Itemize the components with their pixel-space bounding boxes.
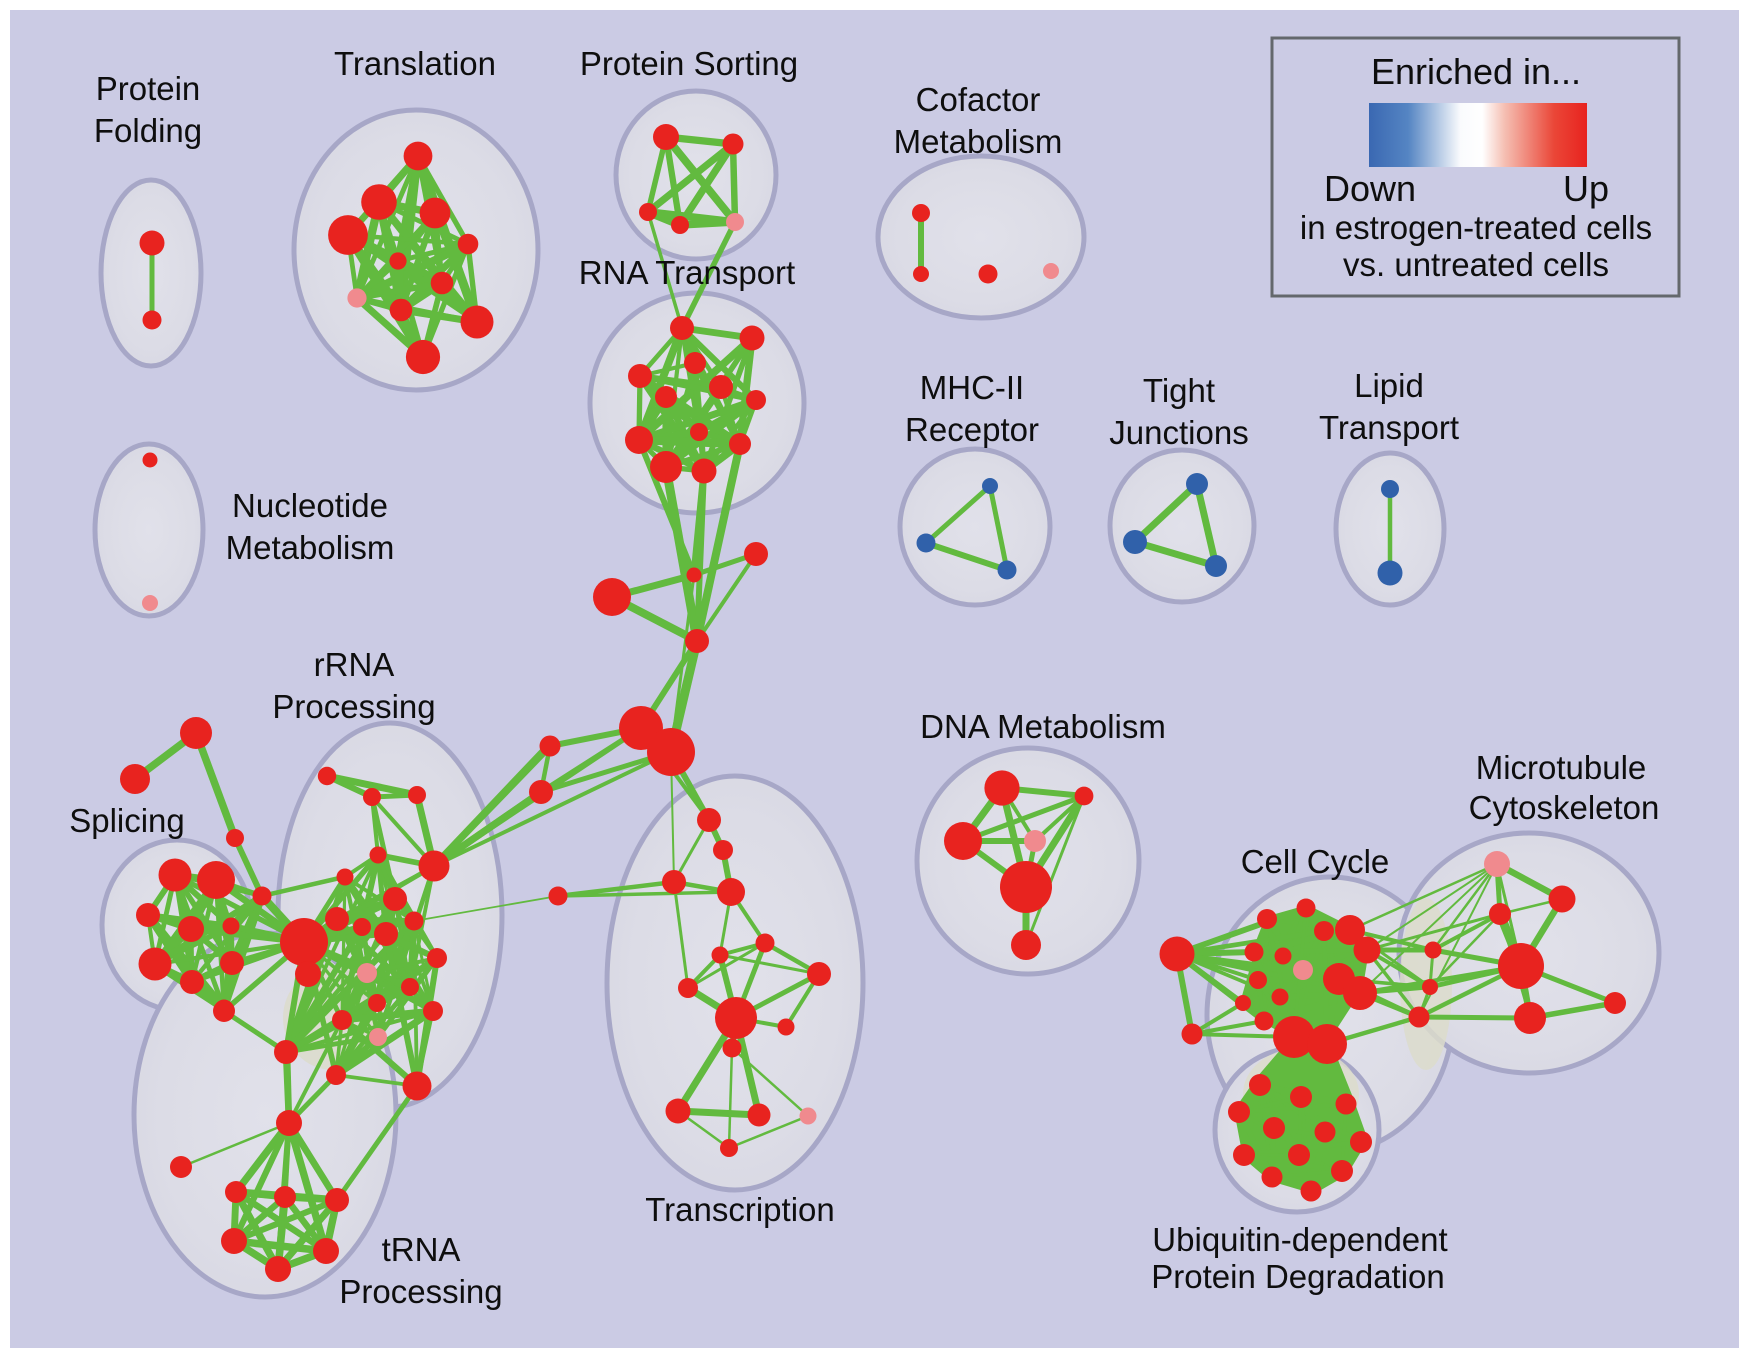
svg-text:Processing: Processing <box>339 1273 502 1310</box>
svg-text:MHC-II: MHC-II <box>920 369 1024 406</box>
svg-text:Cytoskeleton: Cytoskeleton <box>1469 789 1660 826</box>
svg-text:Splicing: Splicing <box>69 802 185 839</box>
svg-text:Microtubule: Microtubule <box>1476 749 1647 786</box>
svg-text:DNA Metabolism: DNA Metabolism <box>920 708 1166 745</box>
svg-text:Protein: Protein <box>96 70 201 107</box>
svg-text:Transport: Transport <box>1319 409 1459 446</box>
svg-text:vs. untreated cells: vs. untreated cells <box>1343 246 1609 283</box>
svg-text:Tight: Tight <box>1143 372 1215 409</box>
svg-text:Junctions: Junctions <box>1109 414 1248 451</box>
svg-text:tRNA: tRNA <box>382 1231 461 1268</box>
svg-text:Transcription: Transcription <box>645 1191 835 1228</box>
svg-text:rRNA: rRNA <box>314 646 395 683</box>
svg-text:Cell Cycle: Cell Cycle <box>1241 843 1390 880</box>
svg-text:Translation: Translation <box>334 45 496 82</box>
svg-text:Protein Degradation: Protein Degradation <box>1151 1258 1445 1295</box>
svg-text:RNA Transport: RNA Transport <box>579 254 795 291</box>
svg-text:Ubiquitin-dependent: Ubiquitin-dependent <box>1152 1221 1447 1258</box>
svg-text:Down: Down <box>1324 168 1416 209</box>
svg-text:Folding: Folding <box>94 112 202 149</box>
svg-text:Cofactor: Cofactor <box>916 81 1041 118</box>
svg-text:Receptor: Receptor <box>905 411 1039 448</box>
svg-text:Up: Up <box>1563 168 1609 209</box>
svg-text:Lipid: Lipid <box>1354 367 1424 404</box>
svg-text:Enriched in...: Enriched in... <box>1371 51 1581 92</box>
svg-text:Nucleotide: Nucleotide <box>232 487 388 524</box>
svg-text:Protein Sorting: Protein Sorting <box>580 45 798 82</box>
svg-text:Processing: Processing <box>272 688 435 725</box>
svg-text:Metabolism: Metabolism <box>226 529 395 566</box>
svg-text:in estrogen-treated cells: in estrogen-treated cells <box>1300 209 1652 246</box>
svg-text:Metabolism: Metabolism <box>894 123 1063 160</box>
